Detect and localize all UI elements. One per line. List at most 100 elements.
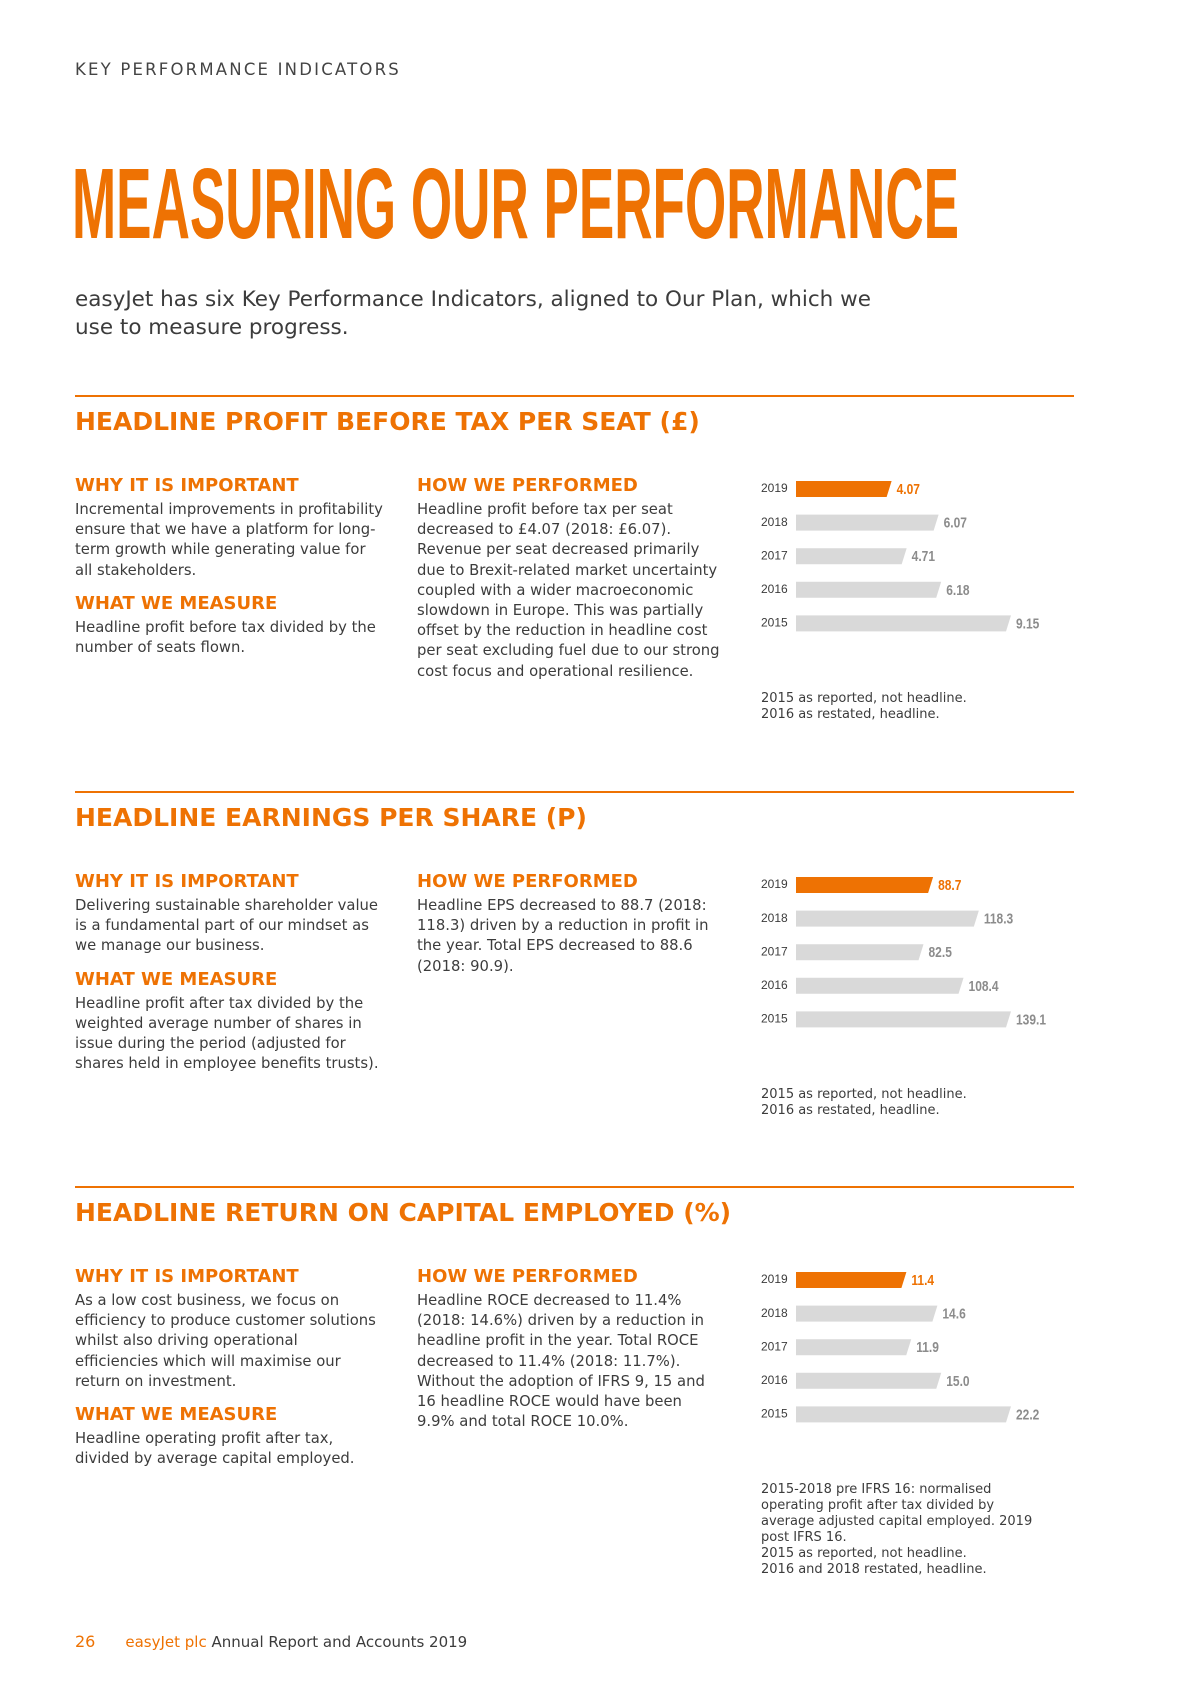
category-label: 2017 bbox=[761, 1339, 788, 1353]
paragraph: Incremental improvements in profitabilit… bbox=[75, 501, 383, 579]
category-label: 2018 bbox=[761, 911, 788, 925]
bar bbox=[796, 481, 892, 497]
subheading: WHY IT IS IMPORTANT bbox=[75, 871, 299, 892]
kpi-title: HEADLINE RETURN ON CAPITAL EMPLOYED (%) bbox=[75, 1198, 732, 1227]
section-label: KEY PERFORMANCE INDICATORS bbox=[75, 60, 401, 79]
note: 2016 and 2018 restated, headline. bbox=[761, 1562, 987, 1577]
chart-notes: 2015 as reported, not headline. 2016 as r… bbox=[761, 691, 1046, 723]
category-label: 2017 bbox=[761, 944, 788, 958]
category-label: 2015 bbox=[761, 1012, 788, 1026]
note: 2015 as reported, not headline. bbox=[761, 691, 967, 706]
footer-brand: easyJet plc bbox=[125, 1633, 207, 1651]
bar bbox=[796, 615, 1011, 632]
category-label: 2016 bbox=[761, 1373, 788, 1387]
value-label: 15.0 bbox=[946, 1373, 969, 1390]
bar bbox=[796, 1372, 942, 1389]
bar bbox=[796, 977, 964, 994]
subheading: HOW WE PERFORMED bbox=[417, 871, 638, 892]
paragraph: As a low cost business, we focus on effi… bbox=[75, 1292, 376, 1390]
category-label: 2015 bbox=[761, 1407, 788, 1421]
footer-report: Annual Report and Accounts 2019 bbox=[211, 1633, 468, 1651]
kpi-section: HEADLINE PROFIT BEFORE TAX PER SEAT (£) W… bbox=[0, 395, 1191, 775]
category-label: 2019 bbox=[761, 481, 788, 495]
value-label: 118.3 bbox=[984, 910, 1014, 927]
intro: easyJet has six Key Performance Indicato… bbox=[75, 287, 871, 340]
title-graphic: MEASURING OUR PERFORMANCE bbox=[72, 160, 959, 250]
bar-chart: 2019 4.07 2018 6.07 2017 4.71 2016 6.18 2015 9.15 bbox=[761, 481, 1040, 632]
paragraph: Headline EPS decreased to 88.7 (2018: 11… bbox=[417, 897, 709, 975]
bar bbox=[796, 548, 907, 565]
bar bbox=[796, 877, 934, 893]
bar bbox=[796, 581, 942, 598]
bar bbox=[796, 1272, 907, 1288]
value-label: 108.4 bbox=[969, 978, 999, 995]
subheading: WHAT WE MEASURE bbox=[75, 1404, 278, 1426]
subheading: WHAT WE MEASURE bbox=[75, 592, 278, 614]
section-rule bbox=[75, 791, 1074, 793]
category-label: 2019 bbox=[761, 1272, 788, 1286]
note: 2015 as reported, not headline. bbox=[761, 1546, 967, 1561]
paragraph: Headline profit before tax per seat decr… bbox=[417, 501, 720, 680]
value-label: 6.18 bbox=[946, 582, 970, 599]
note: 2015 as reported, not headline. bbox=[761, 1087, 967, 1102]
section-rule bbox=[75, 395, 1074, 397]
column: HOW WE PERFORMED Headline ROCE decreased … bbox=[417, 1266, 722, 1432]
category-label: 2016 bbox=[761, 978, 788, 992]
bar bbox=[796, 1339, 912, 1356]
value-label: 4.07 bbox=[897, 481, 920, 498]
category-label: 2016 bbox=[761, 582, 788, 596]
paragraph: Delivering sustainable shareholder value… bbox=[75, 897, 379, 955]
value-label: 22.2 bbox=[1016, 1406, 1040, 1423]
note: 2016 as restated, headline. bbox=[761, 1103, 940, 1118]
category-label: 2018 bbox=[761, 515, 788, 529]
value-label: 4.71 bbox=[912, 548, 936, 565]
column: WHY IT IS IMPORTANT As a low cost busines… bbox=[75, 1266, 385, 1469]
bar-chart: 2019 88.7 2018 118.3 2017 82.5 2016 108.4 2015 13… bbox=[761, 877, 1046, 1028]
bar bbox=[796, 1406, 1011, 1423]
column: HOW WE PERFORMED Headline profit before t… bbox=[417, 475, 722, 682]
value-label: 11.4 bbox=[911, 1272, 934, 1289]
kpi-section: HEADLINE RETURN ON CAPITAL EMPLOYED (%) W… bbox=[0, 1186, 1191, 1577]
category-label: 2019 bbox=[761, 877, 788, 891]
bar bbox=[796, 944, 924, 961]
subheading: WHAT WE MEASURE bbox=[75, 968, 278, 990]
bar bbox=[796, 514, 939, 531]
value-label: 9.15 bbox=[1016, 615, 1040, 632]
paragraph: Headline profit before tax divided by th… bbox=[75, 618, 376, 657]
column: HOW WE PERFORMED Headline EPS decreased t… bbox=[417, 871, 722, 977]
note: 2016 as restated, headline. bbox=[761, 707, 940, 722]
value-label: 11.9 bbox=[916, 1339, 939, 1356]
page-title: MEASURING OUR PERFORMANCE bbox=[72, 160, 959, 250]
category-label: 2017 bbox=[761, 548, 788, 562]
column: WHY IT IS IMPORTANT Delivering sustainabl… bbox=[75, 871, 385, 1074]
paragraph: Headline ROCE decreased to 11.4% (2018: … bbox=[417, 1292, 705, 1431]
value-label: 82.5 bbox=[929, 944, 953, 961]
kpi-title: HEADLINE PROFIT BEFORE TAX PER SEAT (£) bbox=[75, 407, 700, 436]
subheading: HOW WE PERFORMED bbox=[417, 475, 638, 496]
category-label: 2018 bbox=[761, 1306, 788, 1320]
subheading: WHY IT IS IMPORTANT bbox=[75, 475, 299, 496]
subheading: WHY IT IS IMPORTANT bbox=[75, 1266, 299, 1287]
page-number: 26 bbox=[75, 1632, 96, 1651]
value-label: 6.07 bbox=[944, 514, 967, 531]
subheading: HOW WE PERFORMED bbox=[417, 1266, 638, 1287]
footer: 26 easyJet plc Annual Report and Accounts… bbox=[75, 1632, 467, 1651]
category-label: 2015 bbox=[761, 616, 788, 630]
kpi-title: HEADLINE EARNINGS PER SHARE (P) bbox=[75, 803, 587, 832]
kpi-section: HEADLINE EARNINGS PER SHARE (P) WHY IT IS… bbox=[0, 791, 1191, 1171]
value-label: 139.1 bbox=[1016, 1011, 1046, 1028]
bar bbox=[796, 1305, 938, 1322]
bar bbox=[796, 910, 979, 927]
value-label: 88.7 bbox=[938, 877, 961, 894]
paragraph: Headline operating profit after tax, div… bbox=[75, 1430, 355, 1468]
column: WHY IT IS IMPORTANT Incremental improveme… bbox=[75, 475, 385, 658]
bar bbox=[796, 1011, 1011, 1028]
note: 2015-2018 pre IFRS 16: normalised operat… bbox=[761, 1482, 1033, 1545]
value-label: 14.6 bbox=[942, 1305, 966, 1322]
section-rule bbox=[75, 1186, 1074, 1188]
chart-notes: 2015-2018 pre IFRS 16: normalised operat… bbox=[761, 1482, 1046, 1578]
chart-notes: 2015 as reported, not headline. 2016 as r… bbox=[761, 1087, 1046, 1119]
bar-chart: 2019 11.4 2018 14.6 2017 11.9 2016 15.0 2015 22.2 bbox=[761, 1272, 1040, 1423]
paragraph: Headline profit after tax divided by the… bbox=[75, 994, 379, 1073]
